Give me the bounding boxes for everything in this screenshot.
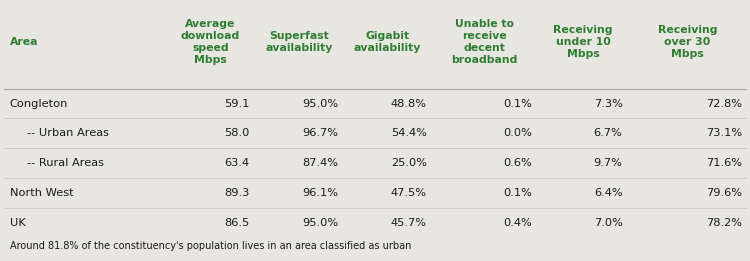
Text: -- Rural Areas: -- Rural Areas: [27, 158, 104, 168]
Text: 0.0%: 0.0%: [504, 128, 532, 138]
Text: Around 81.8% of the constituency's population lives in an area classified as urb: Around 81.8% of the constituency's popul…: [10, 241, 411, 251]
Text: 0.1%: 0.1%: [504, 99, 532, 109]
Text: 48.8%: 48.8%: [391, 99, 427, 109]
Text: 47.5%: 47.5%: [391, 188, 427, 198]
Text: 86.5: 86.5: [224, 218, 250, 228]
Text: 6.7%: 6.7%: [594, 128, 622, 138]
Text: 95.0%: 95.0%: [302, 218, 338, 228]
Text: 7.3%: 7.3%: [594, 99, 622, 109]
Text: 71.6%: 71.6%: [706, 158, 742, 168]
Text: 25.0%: 25.0%: [391, 158, 427, 168]
Text: 63.4: 63.4: [225, 158, 250, 168]
Text: 9.7%: 9.7%: [594, 158, 622, 168]
Text: Congleton: Congleton: [10, 99, 68, 109]
Text: Receiving
under 10
Mbps: Receiving under 10 Mbps: [554, 25, 613, 60]
Text: Receiving
over 30
Mbps: Receiving over 30 Mbps: [658, 25, 717, 60]
Text: 59.1: 59.1: [224, 99, 250, 109]
Text: 72.8%: 72.8%: [706, 99, 742, 109]
Text: 54.4%: 54.4%: [391, 128, 427, 138]
Text: 87.4%: 87.4%: [302, 158, 338, 168]
Text: 78.2%: 78.2%: [706, 218, 742, 228]
Text: 45.7%: 45.7%: [391, 218, 427, 228]
Text: 0.4%: 0.4%: [504, 218, 532, 228]
Text: Area: Area: [10, 37, 38, 48]
Text: 95.0%: 95.0%: [302, 99, 338, 109]
Text: Superfast
availability: Superfast availability: [266, 31, 332, 54]
Text: 58.0: 58.0: [224, 128, 250, 138]
Text: 96.1%: 96.1%: [302, 188, 338, 198]
Text: 0.6%: 0.6%: [504, 158, 532, 168]
Text: Average
download
speed
Mbps: Average download speed Mbps: [181, 19, 240, 66]
Text: Unable to
receive
decent
broadband: Unable to receive decent broadband: [452, 19, 518, 66]
Text: UK: UK: [10, 218, 26, 228]
Text: 89.3: 89.3: [224, 188, 250, 198]
Text: 73.1%: 73.1%: [706, 128, 742, 138]
Text: 7.0%: 7.0%: [594, 218, 622, 228]
Text: 96.7%: 96.7%: [302, 128, 338, 138]
Text: 0.1%: 0.1%: [504, 188, 532, 198]
Text: North West: North West: [10, 188, 74, 198]
Text: 6.4%: 6.4%: [594, 188, 622, 198]
Text: -- Urban Areas: -- Urban Areas: [27, 128, 109, 138]
Text: Gigabit
availability: Gigabit availability: [354, 31, 421, 54]
Text: 79.6%: 79.6%: [706, 188, 742, 198]
